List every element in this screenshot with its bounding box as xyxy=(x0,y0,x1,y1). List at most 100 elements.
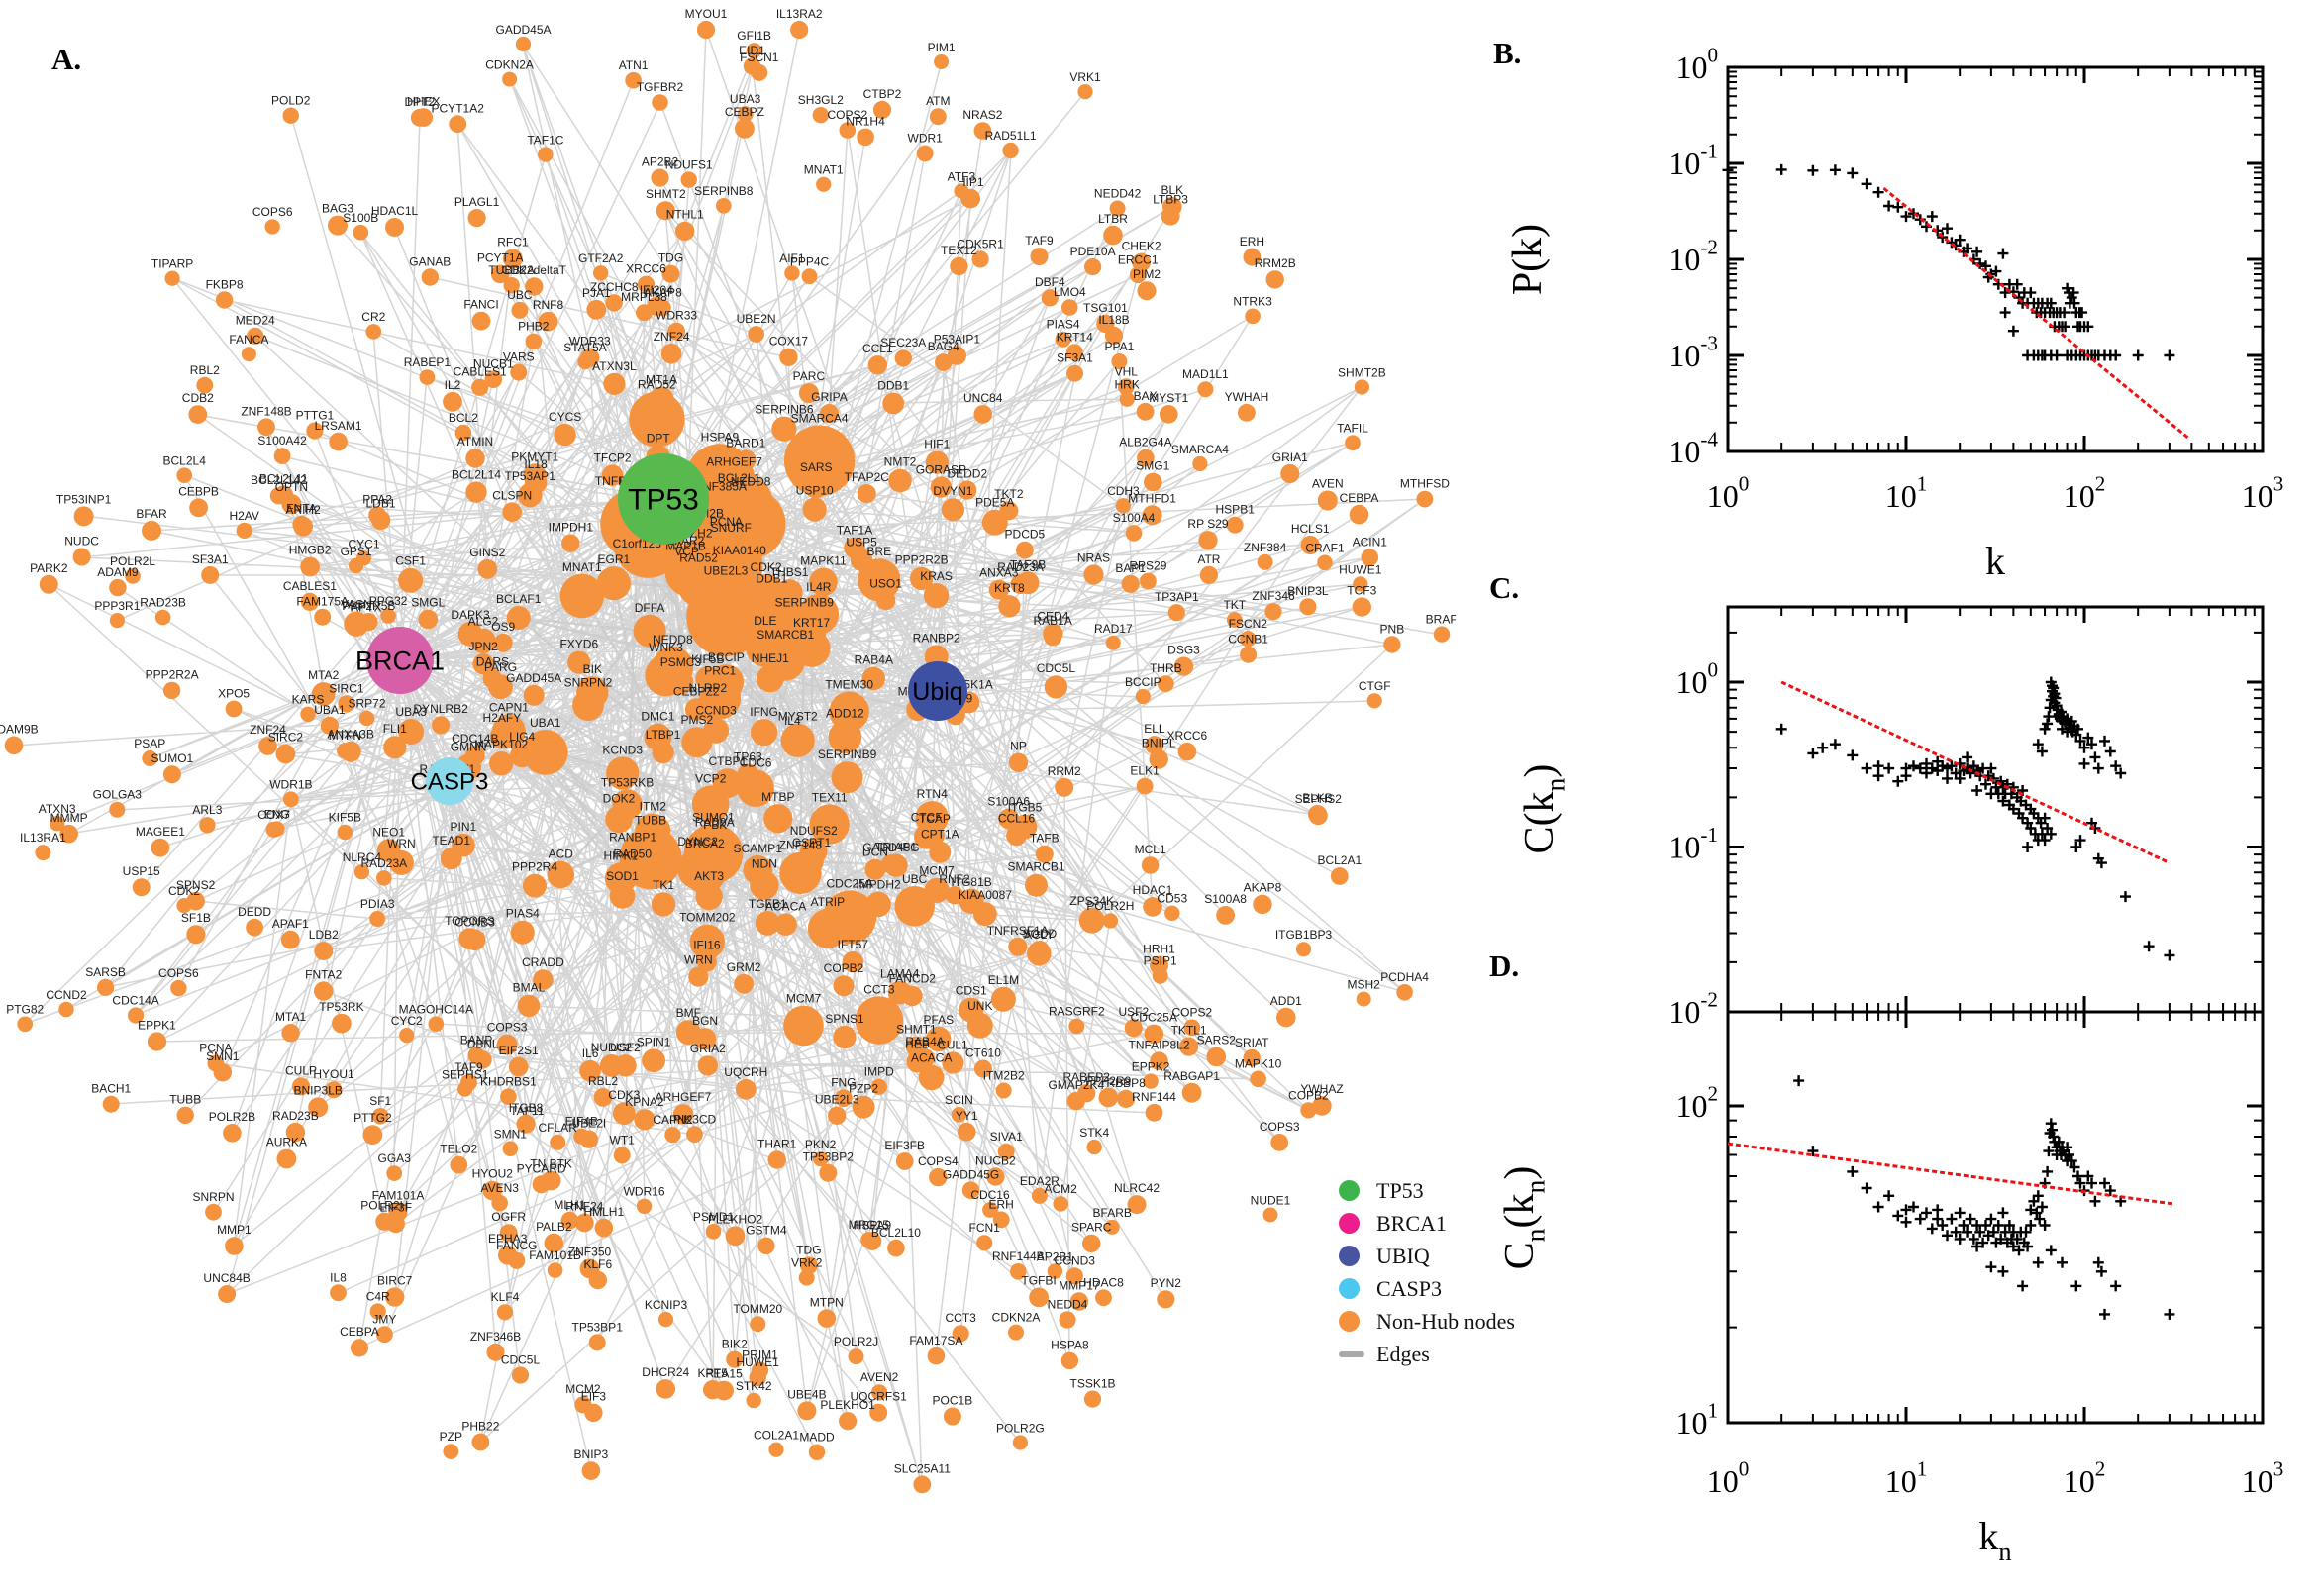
gene-node xyxy=(1354,379,1369,395)
gene-label: TP53BP2 xyxy=(803,1150,855,1164)
gene-label: PLAGL1 xyxy=(454,195,500,209)
gene-node xyxy=(1330,867,1349,885)
gene-label: POLR2J xyxy=(834,1335,878,1348)
gene-node xyxy=(927,1347,946,1365)
gene-node xyxy=(547,860,575,889)
gene-label: CEBPA xyxy=(1340,491,1379,505)
gene-label: SARS2 xyxy=(1197,1034,1237,1047)
data-points xyxy=(1793,1075,2175,1320)
panel-b-label: B. xyxy=(1493,36,1522,70)
gene-label: CAPN2 xyxy=(653,1113,692,1127)
gene-node xyxy=(808,1444,826,1461)
gene-label: IMPDH2 xyxy=(856,878,901,892)
gene-label: TKTL1 xyxy=(1171,1024,1207,1038)
gene-node xyxy=(428,1016,445,1032)
gene-label: TAF9 xyxy=(454,1060,483,1074)
gene-node xyxy=(517,994,541,1018)
fit-line xyxy=(1727,1142,2175,1206)
gene-label: BCLAF1 xyxy=(496,592,542,606)
gene-label: PKMYT1 xyxy=(511,449,558,463)
gene-label: RPS29 xyxy=(1129,559,1166,573)
gene-label: KRT14 xyxy=(1057,330,1093,344)
gene-label: SMG1 xyxy=(1136,459,1169,473)
gene-label: PTTG2 xyxy=(354,1111,392,1125)
gene-label: CD53 xyxy=(1157,892,1187,906)
gene-label: CDS1 xyxy=(956,984,987,998)
gene-node xyxy=(918,1064,945,1091)
axis-major-ticks xyxy=(1726,65,2265,453)
gene-label: SUMO1 xyxy=(692,811,735,825)
gene-node xyxy=(586,299,607,320)
gene-label: KIAA0140 xyxy=(713,544,766,557)
gene-node xyxy=(1055,331,1071,348)
gene-node xyxy=(1135,688,1151,705)
gene-node xyxy=(1129,266,1147,284)
gene-label: SHMT1 xyxy=(896,1023,937,1037)
gene-label: TAFIL xyxy=(1337,421,1368,435)
gene-node xyxy=(1197,381,1214,398)
gene-label: DLE xyxy=(754,614,776,628)
gene-label: COPS3 xyxy=(487,1021,528,1035)
gene-label: PPP2R5B xyxy=(342,599,395,613)
gene-label: UBA3 xyxy=(730,92,761,106)
hub-node-BRCA1 xyxy=(366,627,434,694)
gene-label: PDE5A xyxy=(975,496,1014,510)
gene-label: GRM2 xyxy=(727,960,761,974)
gene-label: CDK2 xyxy=(168,884,200,898)
gene-label: RAB4A xyxy=(905,1035,944,1048)
gene-label: PCYT1A2 xyxy=(432,101,485,115)
x-tick-label: 102 xyxy=(2064,471,2106,514)
gene-node xyxy=(73,506,94,527)
gene-node xyxy=(691,785,730,823)
gene-label: BAG4 xyxy=(928,340,960,353)
gene-node xyxy=(736,449,757,470)
fit-line xyxy=(1882,187,2189,439)
gene-label: HSPB1 xyxy=(1216,503,1256,517)
gene-label: PIAS4 xyxy=(1047,318,1080,332)
gene-label: ENG xyxy=(264,807,290,821)
gene-label: KCNIP3 xyxy=(645,1298,688,1312)
gene-label: FAM175A xyxy=(296,595,349,609)
gene-label: WRN xyxy=(387,837,416,850)
gene-label: GADD45A xyxy=(506,671,561,685)
plot-frame xyxy=(1726,1010,2265,1425)
gene-label: PIM2 xyxy=(1133,267,1161,281)
y-axis-title: P(k) xyxy=(1505,224,1551,295)
gene-label: RTN4 xyxy=(917,787,948,801)
gene-label: TCAP xyxy=(919,812,951,826)
gene-label: DOK2 xyxy=(603,792,636,806)
gene-label: BNIP3LB xyxy=(294,1083,343,1097)
gene-label: MLH1 xyxy=(554,1198,585,1212)
gene-label: YWHAH xyxy=(1225,390,1269,404)
gene-label: COPB2 xyxy=(1288,1088,1329,1102)
gene-label: GSPT1 xyxy=(792,836,832,849)
gene-label: CT610 xyxy=(965,1047,1001,1060)
gene-node xyxy=(675,221,695,242)
gene-node xyxy=(486,1343,505,1361)
gene-node xyxy=(1016,541,1034,559)
gene-label: PDE10A xyxy=(1070,245,1116,258)
gene-label: NP xyxy=(1010,740,1027,753)
gene-label: FANCD2 xyxy=(889,972,937,986)
gene-node xyxy=(581,1461,601,1480)
gene-node xyxy=(809,567,838,597)
gene-label: TAFB xyxy=(1030,832,1060,846)
gene-label: GMNN xyxy=(451,741,487,754)
gene-node xyxy=(675,1020,701,1046)
gene-node xyxy=(332,1013,352,1034)
gene-label: ATMIN xyxy=(457,435,493,449)
gene-node xyxy=(924,877,950,904)
gene-node xyxy=(635,813,671,849)
gene-node xyxy=(320,716,339,736)
gene-label: BIRC7 xyxy=(377,1273,413,1287)
gene-label: GMAP2K4 xyxy=(1048,1078,1104,1092)
gene-label: COPB2 xyxy=(824,961,864,975)
hub-label-Ubiq: Ubiq xyxy=(912,678,962,706)
gene-label: JPN2 xyxy=(469,640,499,653)
gene-label: XRCC6 xyxy=(626,262,666,276)
gene-label: ARHGEF7 xyxy=(656,1090,712,1104)
gene-label: OPTN xyxy=(275,480,308,494)
gene-label: CTCF xyxy=(911,810,943,824)
gene-label: ADD1 xyxy=(1270,994,1302,1008)
gene-node xyxy=(867,355,887,375)
